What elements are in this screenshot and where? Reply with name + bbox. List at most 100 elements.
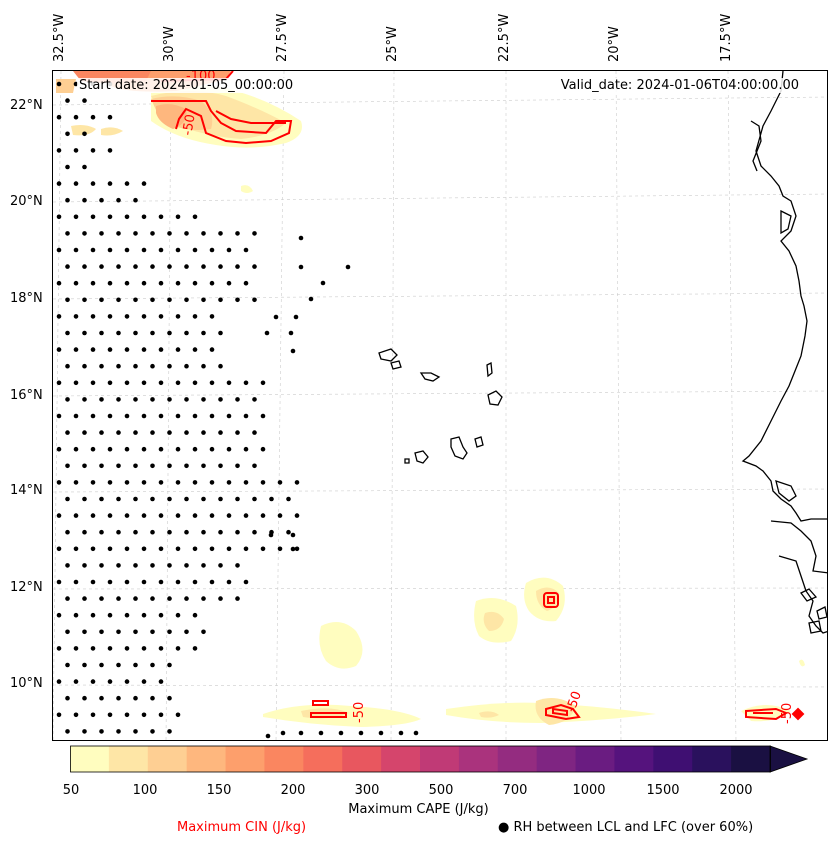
rh-dot: [56, 579, 62, 585]
rh-dot: [56, 347, 62, 352]
rh-dot: [82, 231, 87, 236]
rh-dot: [243, 513, 249, 518]
rh-dot: [184, 264, 189, 269]
rh-dot: [90, 114, 96, 120]
rh-dot: [116, 264, 121, 269]
rh-dot: [290, 546, 296, 552]
rh-dot: [65, 131, 70, 137]
rh-dot: [124, 480, 130, 485]
rh-dot: [107, 214, 113, 220]
rh-dot: [252, 297, 257, 303]
rh-dot: [124, 247, 130, 253]
rh-dot: [124, 280, 130, 286]
cape-region-south-1: [319, 622, 363, 669]
rh-dot: [218, 264, 223, 269]
legend-rh: ● RH between LCL and LFC (over 60%): [498, 820, 753, 835]
legend-cin: Maximum CIN (J/kg): [177, 820, 306, 835]
rh-dot: [201, 463, 206, 469]
colorbar-swatch: [147, 746, 188, 772]
rh-dot: [264, 330, 270, 336]
rh-dot: [167, 529, 172, 535]
rh-dot: [184, 629, 189, 635]
rh-dot: [184, 330, 189, 336]
rh-dot: [158, 513, 164, 518]
rh-dot: [298, 235, 304, 241]
rh-dot: [175, 712, 181, 718]
rh-dot: [73, 579, 79, 585]
rh-dot: [378, 730, 384, 736]
rh-dot: [209, 247, 215, 253]
rh-dot: [65, 430, 70, 435]
rh-dot: [107, 712, 113, 718]
rh-dot: [56, 380, 62, 386]
rh-dot: [56, 513, 62, 518]
rh-dot: [141, 314, 147, 319]
rh-dot: [175, 546, 181, 552]
rh-dot: [158, 214, 164, 220]
cin-contour-south-2: [543, 592, 559, 608]
rh-dot: [209, 347, 215, 352]
rh-dot: [73, 513, 79, 518]
rh-dot: [124, 380, 130, 386]
rh-dot: [73, 148, 79, 153]
rh-dot: [99, 662, 104, 668]
rh-dot: [184, 463, 189, 469]
colorbar-swatch: [536, 746, 577, 772]
rh-dot: [243, 380, 249, 386]
rh-dot: [167, 563, 172, 568]
rh-dot: [56, 114, 62, 120]
rh-dot: [252, 496, 257, 502]
rh-dot: [133, 363, 138, 369]
cin-label-3: -50: [564, 689, 585, 714]
rh-dot: [167, 297, 172, 303]
rh-dot: [133, 496, 138, 502]
lon-label: 32.5°W: [52, 13, 67, 62]
lon-label: 30°W: [162, 26, 177, 62]
colorbar-tick-label: 300: [354, 783, 380, 798]
rh-dot: [65, 662, 70, 668]
rh-dot: [226, 579, 232, 585]
rh-dot: [167, 662, 172, 668]
rh-dot: [133, 563, 138, 568]
rh-dot: [141, 579, 147, 585]
rh-dot: [107, 513, 113, 518]
rh-dot: [318, 730, 324, 736]
rh-dot: [184, 563, 189, 568]
rh-dot: [107, 413, 113, 419]
rh-dot: [56, 181, 62, 186]
rh-dot: [235, 563, 240, 568]
rh-dot: [260, 413, 266, 419]
rh-dot: [90, 579, 96, 585]
rh-dot: [124, 513, 130, 518]
coastlines: [378, 71, 827, 634]
rh-dot: [175, 413, 181, 419]
rh-dot: [141, 612, 147, 618]
rh-dot: [90, 513, 96, 518]
rh-dot: [209, 546, 215, 552]
rh-dot: [269, 496, 274, 502]
rh-dot: [158, 413, 164, 419]
rh-dot: [175, 446, 181, 452]
meridian-line: [390, 71, 395, 740]
rh-dot: [116, 596, 121, 601]
rh-dot: [82, 397, 87, 402]
cin-label-2: -50: [352, 702, 367, 723]
colorbar-swatch: [381, 746, 421, 772]
rh-dot: [99, 197, 104, 203]
rh-dot: [260, 446, 266, 452]
rh-dot: [65, 729, 70, 734]
rh-dot: [226, 513, 232, 518]
rh-dot: [90, 612, 96, 618]
rh-dot: [124, 214, 130, 220]
rh-dot: [82, 463, 87, 469]
rh-dot: [124, 712, 130, 718]
rh-dot: [226, 280, 232, 286]
rh-dot: [252, 264, 257, 269]
cin-contours: [151, 71, 805, 721]
cin-contour-north: [151, 100, 293, 145]
rh-dot: [167, 430, 172, 435]
rh-dot: [184, 529, 189, 535]
cin-label-4: -50: [780, 703, 795, 724]
rh-dot: [141, 214, 147, 220]
rh-dot: [99, 397, 104, 402]
